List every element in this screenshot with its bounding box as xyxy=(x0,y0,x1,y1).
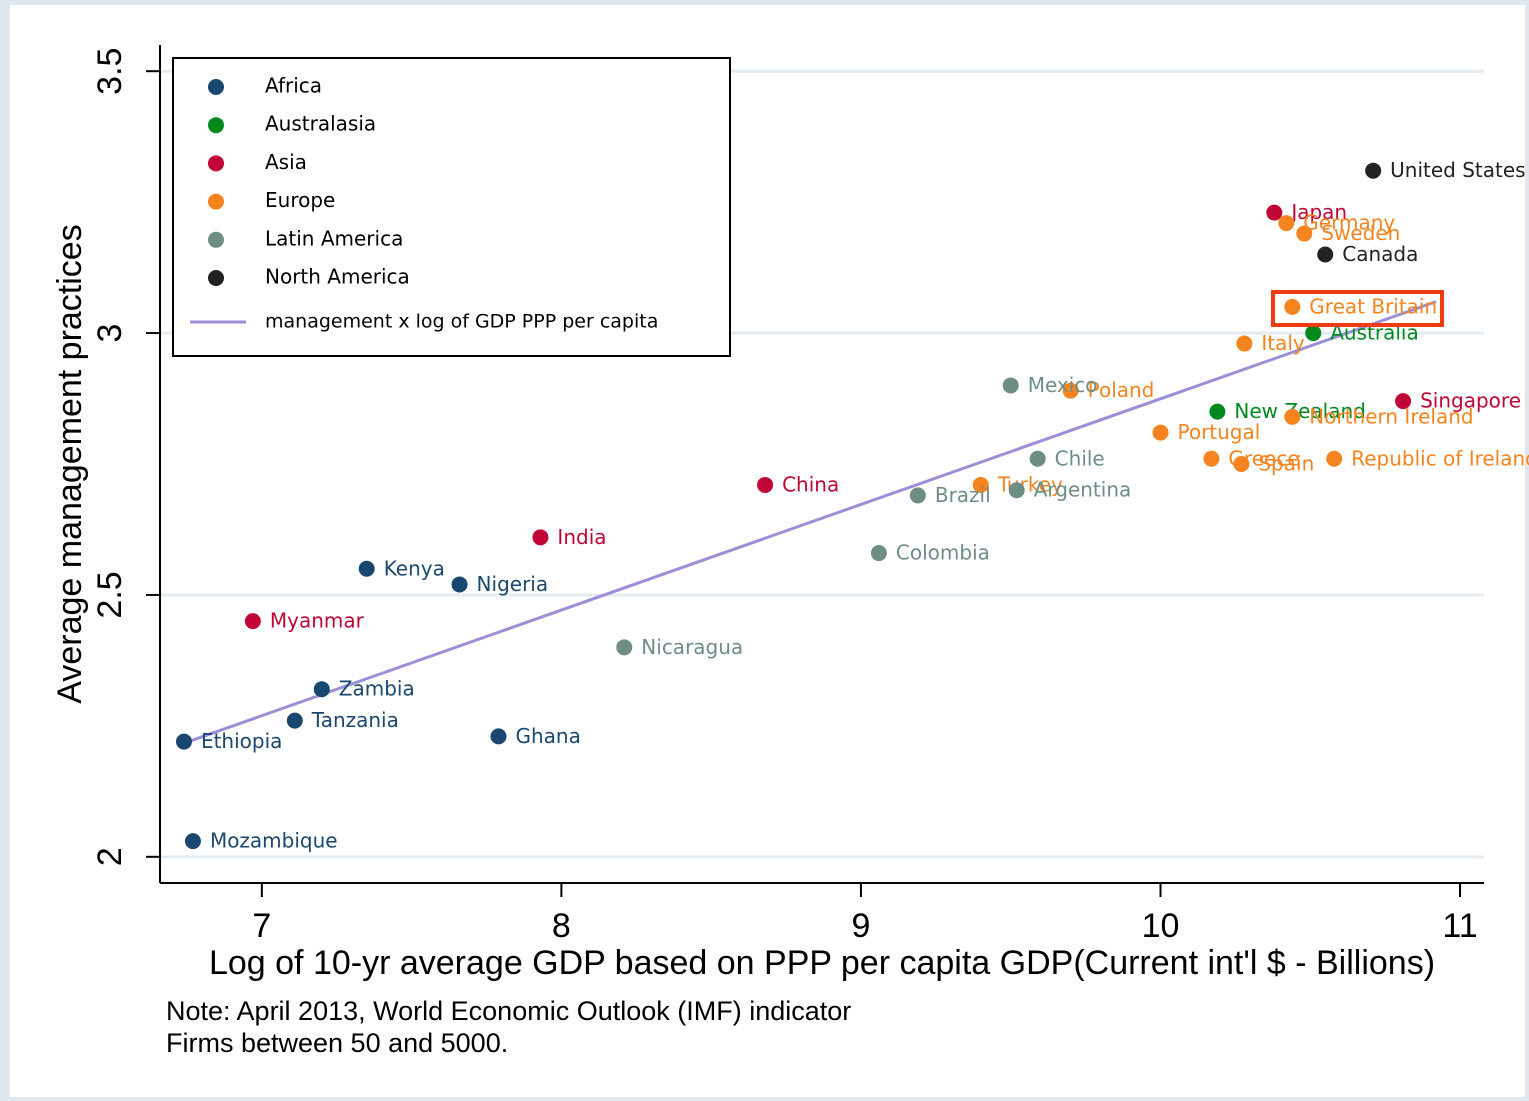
point-label: Singapore xyxy=(1420,389,1521,413)
point-label: Mexico xyxy=(1028,373,1098,397)
point xyxy=(1317,246,1334,263)
point xyxy=(1236,335,1253,352)
point xyxy=(1008,482,1025,499)
point-label: Nicaragua xyxy=(641,635,743,659)
point xyxy=(1002,377,1019,394)
point xyxy=(451,576,468,593)
highlight-box xyxy=(1271,290,1444,327)
point-label: Brazil xyxy=(935,483,991,507)
note: Note: April 2013, World Economic Outlook… xyxy=(166,996,851,1026)
note: Firms between 50 and 5000. xyxy=(166,1028,508,1058)
point-label: Germany xyxy=(1303,211,1395,235)
point xyxy=(1209,403,1226,420)
point xyxy=(175,733,192,750)
point-label: Italy xyxy=(1261,331,1305,355)
point xyxy=(313,681,330,698)
point-label: Northern Ireland xyxy=(1309,404,1473,428)
legend-marker xyxy=(208,231,224,248)
point-label: United States xyxy=(1390,158,1525,182)
point-label: Mozambique xyxy=(210,829,338,853)
point xyxy=(1233,456,1250,472)
point-label: Great Britain xyxy=(1309,294,1437,318)
point-label: Argentina xyxy=(1034,478,1132,502)
point xyxy=(1029,450,1046,467)
point xyxy=(1365,162,1382,179)
x-tick-label: 9 xyxy=(851,907,870,945)
point xyxy=(616,639,633,656)
legend-marker xyxy=(208,79,224,95)
point xyxy=(870,545,887,562)
point-label: Sweden xyxy=(1321,221,1400,245)
point xyxy=(286,712,303,729)
point-label: Nigeria xyxy=(477,572,549,596)
x-tick-label: 10 xyxy=(1142,907,1180,945)
legend-label: Australasia xyxy=(265,112,376,136)
y-tick-label: 3 xyxy=(91,324,129,343)
x-axis-label: Log of 10-yr average GDP based on PPP pe… xyxy=(209,944,1435,982)
point-label: Ghana xyxy=(515,724,580,748)
point-label: Tanzania xyxy=(311,708,399,732)
point xyxy=(757,476,774,493)
point-label: Republic of Ireland xyxy=(1351,446,1529,470)
point-label: India xyxy=(557,525,606,549)
point xyxy=(490,728,507,745)
y-tick-label: 3.5 xyxy=(91,48,129,95)
point xyxy=(1152,424,1169,441)
point xyxy=(1062,382,1079,399)
legend-marker xyxy=(208,193,224,210)
point-label: Ethiopia xyxy=(201,729,282,753)
point-label: Chile xyxy=(1055,446,1105,470)
point xyxy=(1266,204,1283,221)
legend-label: Europe xyxy=(265,188,335,212)
point xyxy=(1305,325,1322,342)
point-label: Japan xyxy=(1289,200,1347,224)
x-tick-label: 8 xyxy=(552,907,571,945)
legend-label: Asia xyxy=(265,150,307,174)
point-label: Zambia xyxy=(339,677,415,701)
point xyxy=(532,529,549,546)
x-tick-label: 11 xyxy=(1442,907,1477,945)
legend-label: management x log of GDP PPP per capita xyxy=(265,311,658,333)
point xyxy=(1296,225,1313,242)
point-label: Kenya xyxy=(384,556,445,580)
point xyxy=(1284,408,1301,425)
y-tick-label: 2 xyxy=(91,847,129,866)
point-label: China xyxy=(782,472,839,496)
point xyxy=(1284,298,1301,315)
legend-marker xyxy=(208,270,224,286)
point-label: New Zealand xyxy=(1234,399,1365,423)
point-label: Colombia xyxy=(896,541,990,565)
point xyxy=(1395,393,1412,410)
point-label: Portugal xyxy=(1177,420,1260,444)
point xyxy=(1326,450,1343,467)
point xyxy=(184,833,201,850)
point xyxy=(972,476,989,493)
legend-label: North America xyxy=(265,265,410,289)
point-label: Spain xyxy=(1258,452,1314,476)
point xyxy=(358,560,375,577)
legend-label: Africa xyxy=(265,74,322,98)
fit-line xyxy=(183,300,1437,745)
point xyxy=(909,487,926,504)
point xyxy=(1278,215,1295,232)
x-tick-label: 7 xyxy=(252,907,271,945)
y-tick-label: 2.5 xyxy=(91,571,129,618)
legend-marker xyxy=(208,117,224,134)
point xyxy=(244,613,261,630)
point-label: Turkey xyxy=(997,472,1063,496)
point-label: Myanmar xyxy=(270,609,365,633)
point-label: Poland xyxy=(1088,378,1155,402)
point xyxy=(1203,450,1220,467)
legend-marker xyxy=(208,155,224,172)
y-axis-label: Average management practices xyxy=(51,224,89,703)
legend-box xyxy=(172,57,731,357)
legend-label: Latin America xyxy=(265,226,403,250)
point-label: Canada xyxy=(1342,242,1418,266)
